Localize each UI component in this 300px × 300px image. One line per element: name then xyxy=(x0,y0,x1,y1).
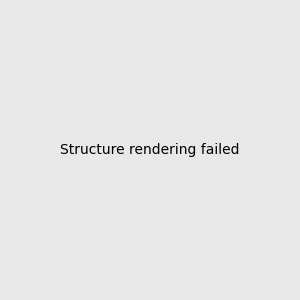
Text: Structure rendering failed: Structure rendering failed xyxy=(60,143,240,157)
